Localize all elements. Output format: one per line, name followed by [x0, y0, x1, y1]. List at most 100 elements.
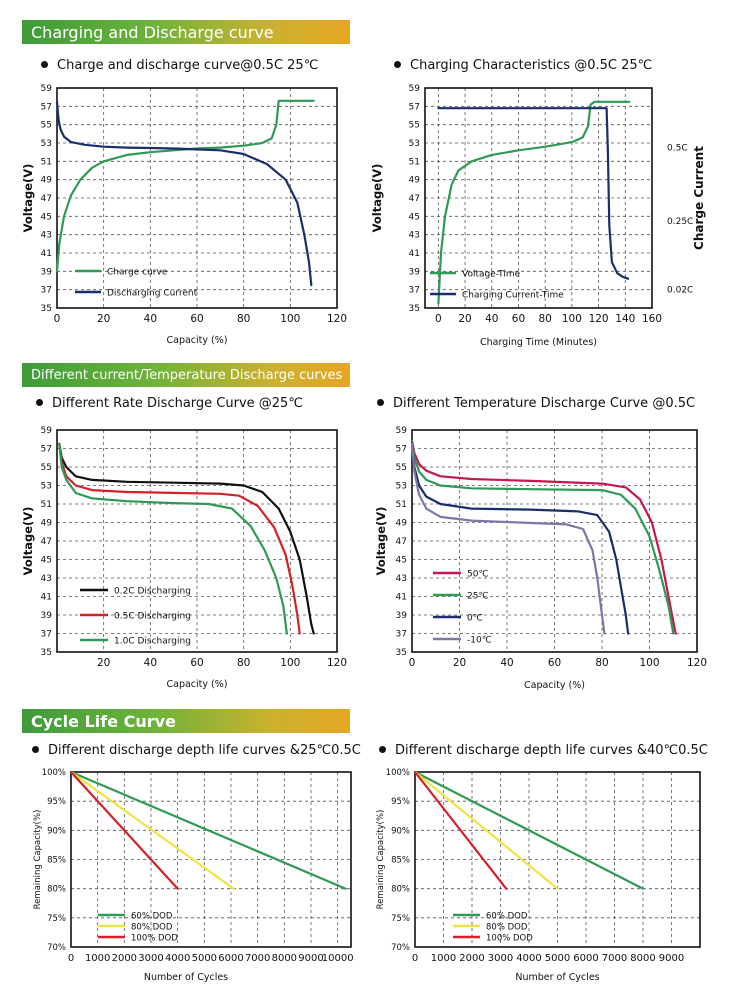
x-tick-label: 5000 — [192, 953, 217, 964]
bullet-icon — [32, 746, 39, 753]
series-line-50 — [410, 440, 677, 635]
y-tick-label: 45 — [409, 212, 420, 222]
y-tick-label: 45 — [41, 212, 52, 222]
x-tick-label: 80 — [237, 657, 250, 669]
y-tick-label: 39 — [396, 611, 408, 621]
chart-title-3: Different Rate Discharge Curve @25℃ — [36, 396, 303, 411]
x-tick-label: 120 — [327, 657, 347, 669]
y-axis-label: Voltage(V) — [370, 164, 384, 233]
y-tick-label: 45 — [396, 556, 407, 566]
y2-tick-label: 0.25C — [667, 217, 693, 227]
y-tick-label: 70% — [47, 943, 66, 953]
y-tick-label: 59 — [41, 426, 53, 436]
x-tick-label: 0 — [435, 313, 442, 325]
legend-label: 100% DOD — [486, 934, 533, 944]
x-tick-label: 1000 — [85, 953, 110, 964]
chart-title-5: Different discharge depth life curves &2… — [32, 743, 361, 758]
x-tick-label: 9000 — [659, 953, 684, 964]
x-tick-label: 100 — [280, 657, 300, 669]
plot-frame — [56, 87, 338, 309]
y-tick-label: 39 — [41, 267, 53, 277]
y-tick-label: 55 — [41, 121, 52, 131]
legend-label: Voltage-Time — [462, 270, 521, 280]
legend-label: 1.0C Discharging — [114, 637, 191, 647]
y-tick-label: 47 — [41, 537, 52, 547]
y-tick-label: 47 — [409, 194, 420, 204]
y-tick-label: 49 — [396, 519, 408, 529]
legend-label: 60% DOD — [131, 912, 173, 922]
x-tick-label: 60 — [190, 657, 203, 669]
x-tick-label: 60 — [190, 313, 203, 325]
x-tick-label: 7000 — [602, 953, 627, 964]
chart-title-1: Charge and discharge curve@0.5C 25℃ — [41, 58, 318, 73]
x-tick-label: 9000 — [298, 953, 323, 964]
x-tick-label: 40 — [144, 657, 157, 669]
x-tick-label: 160 — [642, 313, 662, 325]
x-tick-label: 2000 — [112, 953, 137, 964]
y-tick-label: 75% — [391, 914, 410, 924]
y-tick-label: 43 — [41, 574, 52, 584]
y-axis-label: Voltage(V) — [374, 507, 388, 576]
legend-label: 100% DOD — [131, 934, 178, 944]
y2-tick-label: 0.02C — [667, 286, 693, 296]
x-tick-label: 100 — [639, 657, 659, 669]
x-tick-label: 4000 — [165, 953, 190, 964]
series-line-100-dod — [413, 770, 508, 890]
x-tick-label: 60 — [512, 313, 525, 325]
y-tick-label: 37 — [396, 630, 407, 640]
x-tick-label: 40 — [144, 313, 157, 325]
chart-charge-discharge: 0 20 40 60 80 100 120 35 37 39 41 43 45 47 49 51 53 55 57 5… — [21, 84, 347, 346]
y-tick-label: 95% — [391, 797, 410, 807]
series-line-charge-curve — [55, 99, 315, 273]
y-tick-label: 95% — [47, 797, 66, 807]
x-tick-label: 80 — [538, 313, 551, 325]
legend-label: Discharging Current — [107, 289, 198, 299]
section-title: Charging and Discharge curve — [31, 22, 274, 42]
chart-charging-characteristics: 0 20 40 60 80 100 120 140 160 35 37 39 41 43 45 47 49 51 5… — [370, 84, 706, 348]
series-line-25 — [410, 440, 675, 635]
y-tick-label: 43 — [41, 231, 52, 241]
x-tick-label: 6000 — [573, 953, 598, 964]
y-tick-label: 85% — [391, 856, 410, 866]
y-tick-label: 41 — [396, 593, 407, 603]
x-tick-label: 8000 — [630, 953, 655, 964]
y-tick-label: 45 — [41, 556, 52, 566]
legend-label: 60% DOD — [486, 912, 528, 922]
x-tick-label: 20 — [453, 657, 466, 669]
section-title: Different current/Temperature Discharge … — [31, 367, 343, 383]
y2-axis-label: Charge Current — [692, 146, 706, 250]
y-tick-label: 53 — [41, 482, 52, 492]
x-tick-label: 2000 — [459, 953, 484, 964]
x-tick-label: 3000 — [138, 953, 163, 964]
plot-frame — [56, 429, 338, 653]
y-tick-label: 39 — [41, 611, 53, 621]
y-axis-label: Voltage(V) — [21, 164, 35, 233]
y-tick-label: 80% — [391, 885, 410, 895]
y-tick-label: 53 — [396, 482, 407, 492]
chart-title-6: Different discharge depth life curves &4… — [379, 743, 708, 758]
y-tick-label: 90% — [47, 826, 66, 836]
x-tick-label: 60 — [548, 657, 561, 669]
series-line-60-dod — [413, 770, 645, 890]
y-tick-label: 100% — [386, 768, 410, 778]
legend-label: -10℃ — [467, 636, 492, 646]
chart-rate-discharge: 20 40 60 80 100 120 35 37 39 41 43 45 47 49 51 53 55 57 59… — [21, 426, 347, 690]
y2-tick-label: 0.5C — [667, 144, 688, 154]
x-tick-label: 100 — [562, 313, 582, 325]
y-tick-label: 59 — [409, 84, 421, 94]
y-tick-label: 100% — [42, 768, 66, 778]
x-tick-label: 40 — [485, 313, 498, 325]
plot-frame — [424, 87, 653, 309]
y-tick-label: 51 — [409, 157, 420, 167]
series-line-discharging-current — [55, 100, 313, 287]
y-tick-label: 70% — [391, 943, 410, 953]
x-tick-label: 4000 — [516, 953, 541, 964]
series-line-10 — [410, 442, 606, 635]
series-line-0-5c-discharging — [58, 442, 301, 635]
bullet-icon — [41, 61, 48, 68]
x-tick-label: 80 — [237, 313, 250, 325]
x-tick-label: 80 — [595, 657, 608, 669]
legend-label: 0.5C Discharging — [114, 612, 191, 622]
x-tick-label: 10000 — [322, 953, 354, 964]
y-tick-label: 57 — [41, 102, 52, 112]
